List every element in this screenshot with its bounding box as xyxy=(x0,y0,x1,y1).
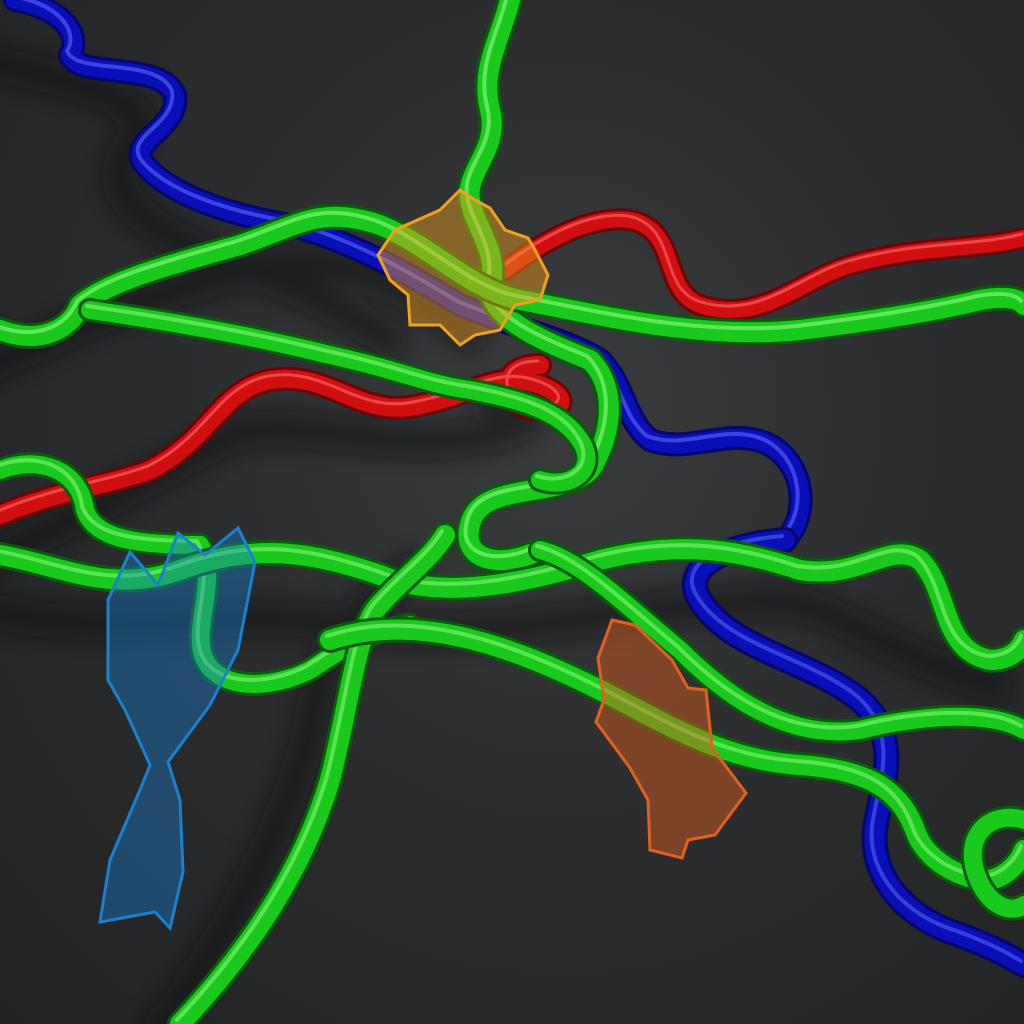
blue-region-annotation xyxy=(98,525,257,932)
annotation-overlays xyxy=(98,188,748,932)
green-tube-middle-horizontal xyxy=(0,536,1024,673)
red-tube-upper xyxy=(494,208,1024,321)
yellow-region-annotation xyxy=(376,188,550,347)
green-tube-upper-horizontal xyxy=(0,203,1024,349)
green-tube-lower-left-loop xyxy=(0,452,422,696)
green-tube-bottom-right-curl xyxy=(960,805,1024,921)
green-tube-bottom-diagonal xyxy=(167,522,458,1024)
green-tube-left-middle xyxy=(78,298,599,495)
orange-region-annotation xyxy=(594,618,748,860)
blue-tube-upper xyxy=(3,0,813,552)
green-tube-right-loop xyxy=(528,538,1024,744)
green-tube-top xyxy=(455,0,622,574)
